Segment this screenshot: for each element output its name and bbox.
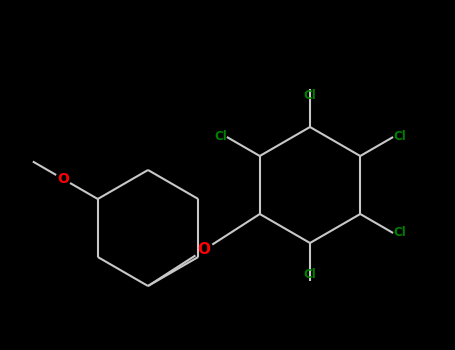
Text: O: O bbox=[197, 243, 210, 258]
Text: Cl: Cl bbox=[393, 131, 406, 144]
Text: Cl: Cl bbox=[393, 226, 406, 239]
Text: Cl: Cl bbox=[303, 268, 316, 281]
Text: Cl: Cl bbox=[303, 89, 316, 102]
Text: Cl: Cl bbox=[214, 131, 227, 144]
Text: O: O bbox=[57, 172, 69, 186]
